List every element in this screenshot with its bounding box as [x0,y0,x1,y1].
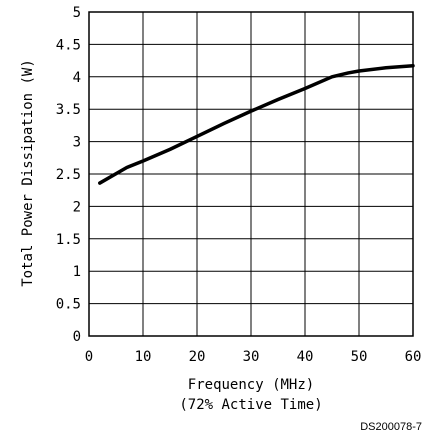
series-layer [98,64,415,185]
y-tick-label-1: 0.5 [56,297,81,313]
y-tick-label-8: 4 [73,70,81,86]
y-tick-label-4: 2 [73,199,81,215]
x-tick-label-1: 10 [135,349,152,365]
x-axis-subtitle: (72% Active Time) [179,397,322,413]
y-tick-label-7: 3.5 [56,102,81,118]
x-tick-label-3: 30 [243,349,260,365]
y-tick-label-5: 2.5 [56,167,81,183]
y-tick-label-10: 5 [73,5,81,21]
y-axis-title: Total Power Dissipation (W) [20,59,36,287]
x-tick-label-6: 60 [405,349,422,365]
figure-reference-code: DS200078-7 [360,421,422,433]
series-line-0 [98,64,415,185]
y-tick-label-2: 1 [73,264,81,280]
plot-frame [88,11,414,337]
y-tick-label-9: 4.5 [56,37,81,53]
y-tick-labels: 0 0.5 1 1.5 2 2.5 3 3.5 4 4.5 5 [56,5,81,345]
y-tick-label-0: 0 [73,329,81,345]
y-tick-label-3: 1.5 [56,232,81,248]
x-tick-labels: 0 10 20 30 40 50 60 [85,349,422,365]
x-tick-label-2: 20 [189,349,206,365]
grid [88,11,414,337]
x-tick-label-0: 0 [85,349,93,365]
x-tick-label-4: 40 [297,349,314,365]
y-tick-label-6: 3 [73,135,81,151]
x-axis-title: Frequency (MHz) [188,377,314,393]
x-tick-label-5: 50 [351,349,368,365]
